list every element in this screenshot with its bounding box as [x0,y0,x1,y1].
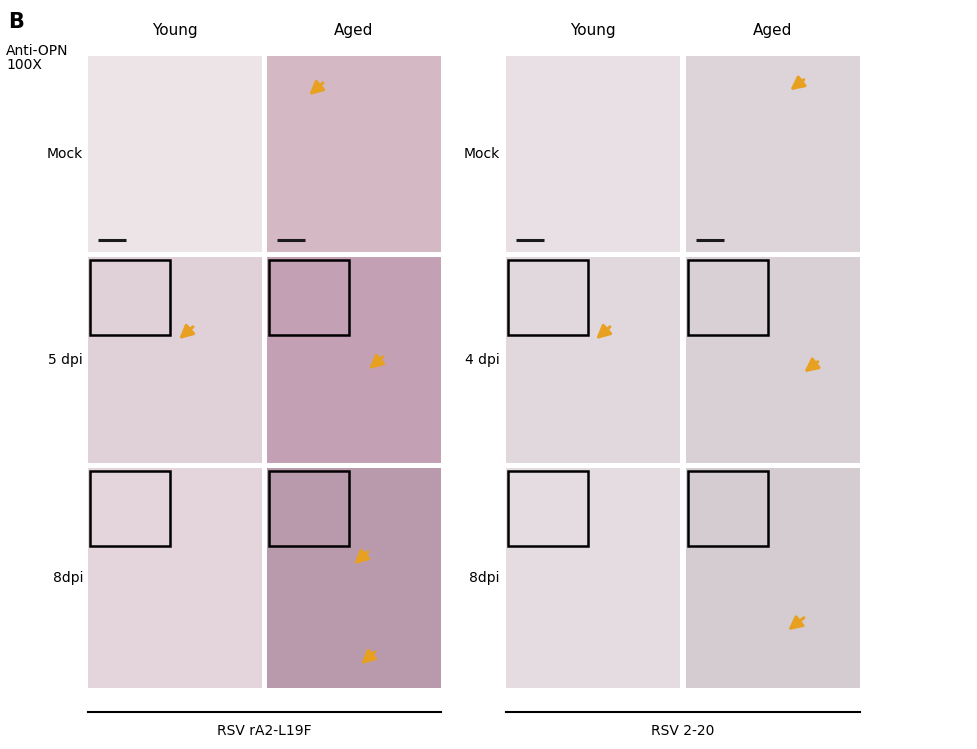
Bar [269,471,349,546]
Text: 8dpi: 8dpi [469,571,499,585]
Bar [687,471,767,546]
Bar [90,260,170,335]
Bar [267,56,441,252]
Text: 8dpi: 8dpi [53,571,83,585]
Text: Young: Young [570,23,616,38]
Text: B: B [8,12,23,32]
Bar [685,257,859,463]
Text: RSV rA2-L19F: RSV rA2-L19F [217,724,312,738]
Bar [267,257,441,463]
Bar [88,56,262,252]
Text: 100X: 100X [6,58,42,72]
Bar [267,468,441,688]
Text: Mock: Mock [463,147,499,161]
Bar [90,471,170,546]
Text: Young: Young [152,23,197,38]
Bar [88,468,262,688]
Bar [505,257,679,463]
Text: Anti-OPN: Anti-OPN [6,44,68,58]
Bar [685,56,859,252]
Bar [269,260,349,335]
Bar [507,471,587,546]
Bar [507,260,587,335]
Text: Mock: Mock [47,147,83,161]
Text: Aged: Aged [752,23,792,38]
Text: 4 dpi: 4 dpi [465,353,499,367]
Bar [505,468,679,688]
Text: 5 dpi: 5 dpi [48,353,83,367]
Bar [687,260,767,335]
Text: Aged: Aged [334,23,373,38]
Bar [505,56,679,252]
Text: RSV 2-20: RSV 2-20 [651,724,714,738]
Bar [88,257,262,463]
Bar [685,468,859,688]
